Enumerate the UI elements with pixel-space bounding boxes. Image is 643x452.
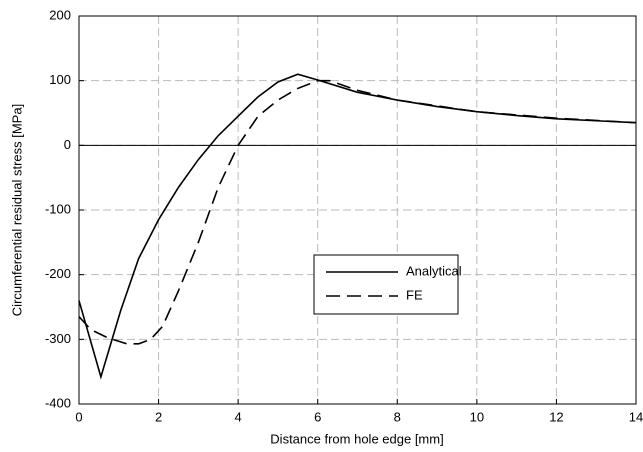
legend-box: [313, 254, 459, 315]
x-tick-label: 14: [629, 409, 643, 424]
legend-label: Analytical: [406, 263, 462, 278]
y-axis-label: Circumferential residual stress [MPa]: [9, 104, 24, 316]
x-axis-label: Distance from hole edge [mm]: [270, 431, 443, 446]
line-series: [78, 79, 637, 345]
legend-label: FE: [406, 287, 423, 302]
plot-frame: [78, 15, 637, 405]
x-tick-label: 8: [394, 409, 401, 424]
x-tick-label: 12: [549, 409, 563, 424]
x-tick-label: 2: [155, 409, 162, 424]
x-tick-label: 0: [75, 409, 82, 424]
x-tick-label: 10: [470, 409, 484, 424]
x-tick-label: 6: [314, 409, 321, 424]
line-series: [78, 73, 637, 380]
y-tick-label: 100: [49, 72, 71, 87]
x-tick-label: 4: [235, 409, 242, 424]
y-tick-label: -100: [45, 201, 71, 216]
y-tick-label: 0: [64, 137, 71, 152]
y-tick-label: -200: [45, 266, 71, 281]
y-tick-label: -400: [45, 395, 71, 410]
y-tick-label: -300: [45, 331, 71, 346]
y-tick-label: 200: [49, 7, 71, 22]
